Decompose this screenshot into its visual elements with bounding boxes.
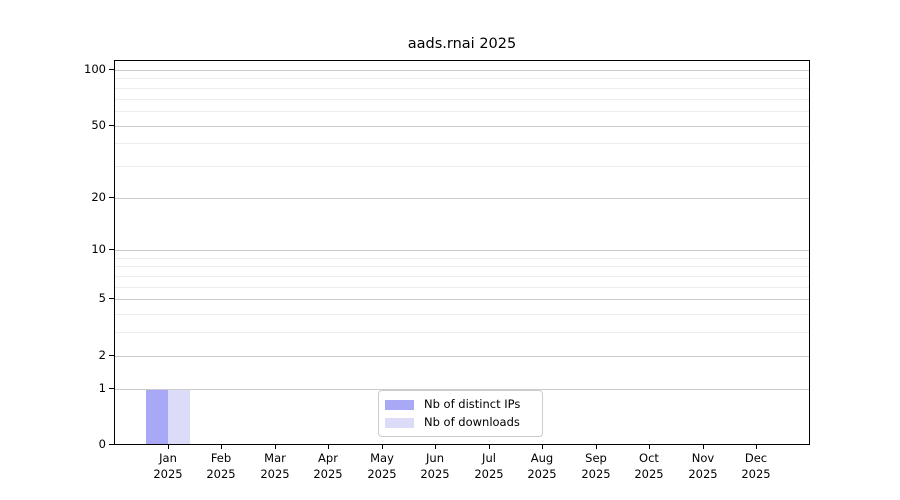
gridline-major <box>115 198 809 199</box>
gridline-minor <box>115 111 809 112</box>
x-tick-label: May 2025 <box>367 451 397 481</box>
gridline-major <box>115 389 809 390</box>
bar-downloads-jan <box>168 390 190 444</box>
gridline-minor <box>115 88 809 89</box>
y-tick-mark <box>109 197 114 198</box>
legend-swatch-distinct-ips <box>385 399 414 410</box>
y-tick-label: 1 <box>98 381 106 395</box>
y-tick-mark <box>109 298 114 299</box>
x-tick-label: Sep 2025 <box>581 451 611 481</box>
y-tick-mark <box>109 69 114 70</box>
y-tick-label: 10 <box>91 242 106 256</box>
x-tick-label: Nov 2025 <box>688 451 718 481</box>
legend-item: Nb of distinct IPs <box>385 398 536 411</box>
x-tick-mark <box>221 445 222 449</box>
gridline-major <box>115 70 809 71</box>
y-tick-label: 20 <box>91 190 106 204</box>
x-tick-mark <box>756 445 757 449</box>
y-tick-mark <box>109 444 114 445</box>
gridline-major <box>115 250 809 251</box>
plot-area <box>114 60 810 445</box>
x-tick-mark <box>703 445 704 449</box>
gridline-minor <box>115 332 809 333</box>
x-tick-mark <box>435 445 436 449</box>
y-tick-label: 0 <box>98 437 106 451</box>
gridline-minor <box>115 78 809 79</box>
y-tick-mark <box>109 355 114 356</box>
x-tick-mark <box>275 445 276 449</box>
x-tick-label: Jun 2025 <box>420 451 450 481</box>
y-tick-mark <box>109 388 114 389</box>
x-tick-mark <box>382 445 383 449</box>
legend-label: Nb of downloads <box>424 415 520 429</box>
x-tick-label: Jul 2025 <box>474 451 504 481</box>
legend-item: Nb of downloads <box>385 416 536 429</box>
gridline-minor <box>115 143 809 144</box>
y-tick-label: 100 <box>84 62 106 76</box>
x-tick-mark <box>542 445 543 449</box>
gridline-minor <box>115 258 809 259</box>
x-tick-mark <box>168 445 169 449</box>
legend: Nb of distinct IPs Nb of downloads <box>378 390 543 437</box>
y-tick-label: 50 <box>91 118 106 132</box>
y-tick-mark <box>109 125 114 126</box>
chart-title: aads.rnai 2025 <box>407 36 517 52</box>
x-tick-label: Feb 2025 <box>206 451 236 481</box>
legend-label: Nb of distinct IPs <box>424 397 521 411</box>
gridline-major <box>115 126 809 127</box>
gridline-minor <box>115 99 809 100</box>
x-tick-mark <box>649 445 650 449</box>
y-tick-mark <box>109 249 114 250</box>
gridline-minor <box>115 266 809 267</box>
x-tick-label: Aug 2025 <box>527 451 557 481</box>
y-tick-label: 2 <box>98 348 106 362</box>
x-tick-label: Mar 2025 <box>260 451 290 481</box>
gridline-minor <box>115 166 809 167</box>
x-tick-label: Dec 2025 <box>741 451 771 481</box>
y-tick-label: 5 <box>98 291 106 305</box>
x-tick-label: Jan 2025 <box>153 451 183 481</box>
legend-swatch-downloads <box>385 417 414 428</box>
gridline-minor <box>115 314 809 315</box>
gridline-minor <box>115 287 809 288</box>
gridline-minor <box>115 276 809 277</box>
x-tick-label: Apr 2025 <box>313 451 343 481</box>
x-tick-mark <box>328 445 329 449</box>
bar-distinct-ips-jan <box>146 390 168 444</box>
gridline-major <box>115 299 809 300</box>
x-tick-mark <box>596 445 597 449</box>
x-tick-label: Oct 2025 <box>634 451 664 481</box>
gridline-major <box>115 356 809 357</box>
x-tick-mark <box>489 445 490 449</box>
